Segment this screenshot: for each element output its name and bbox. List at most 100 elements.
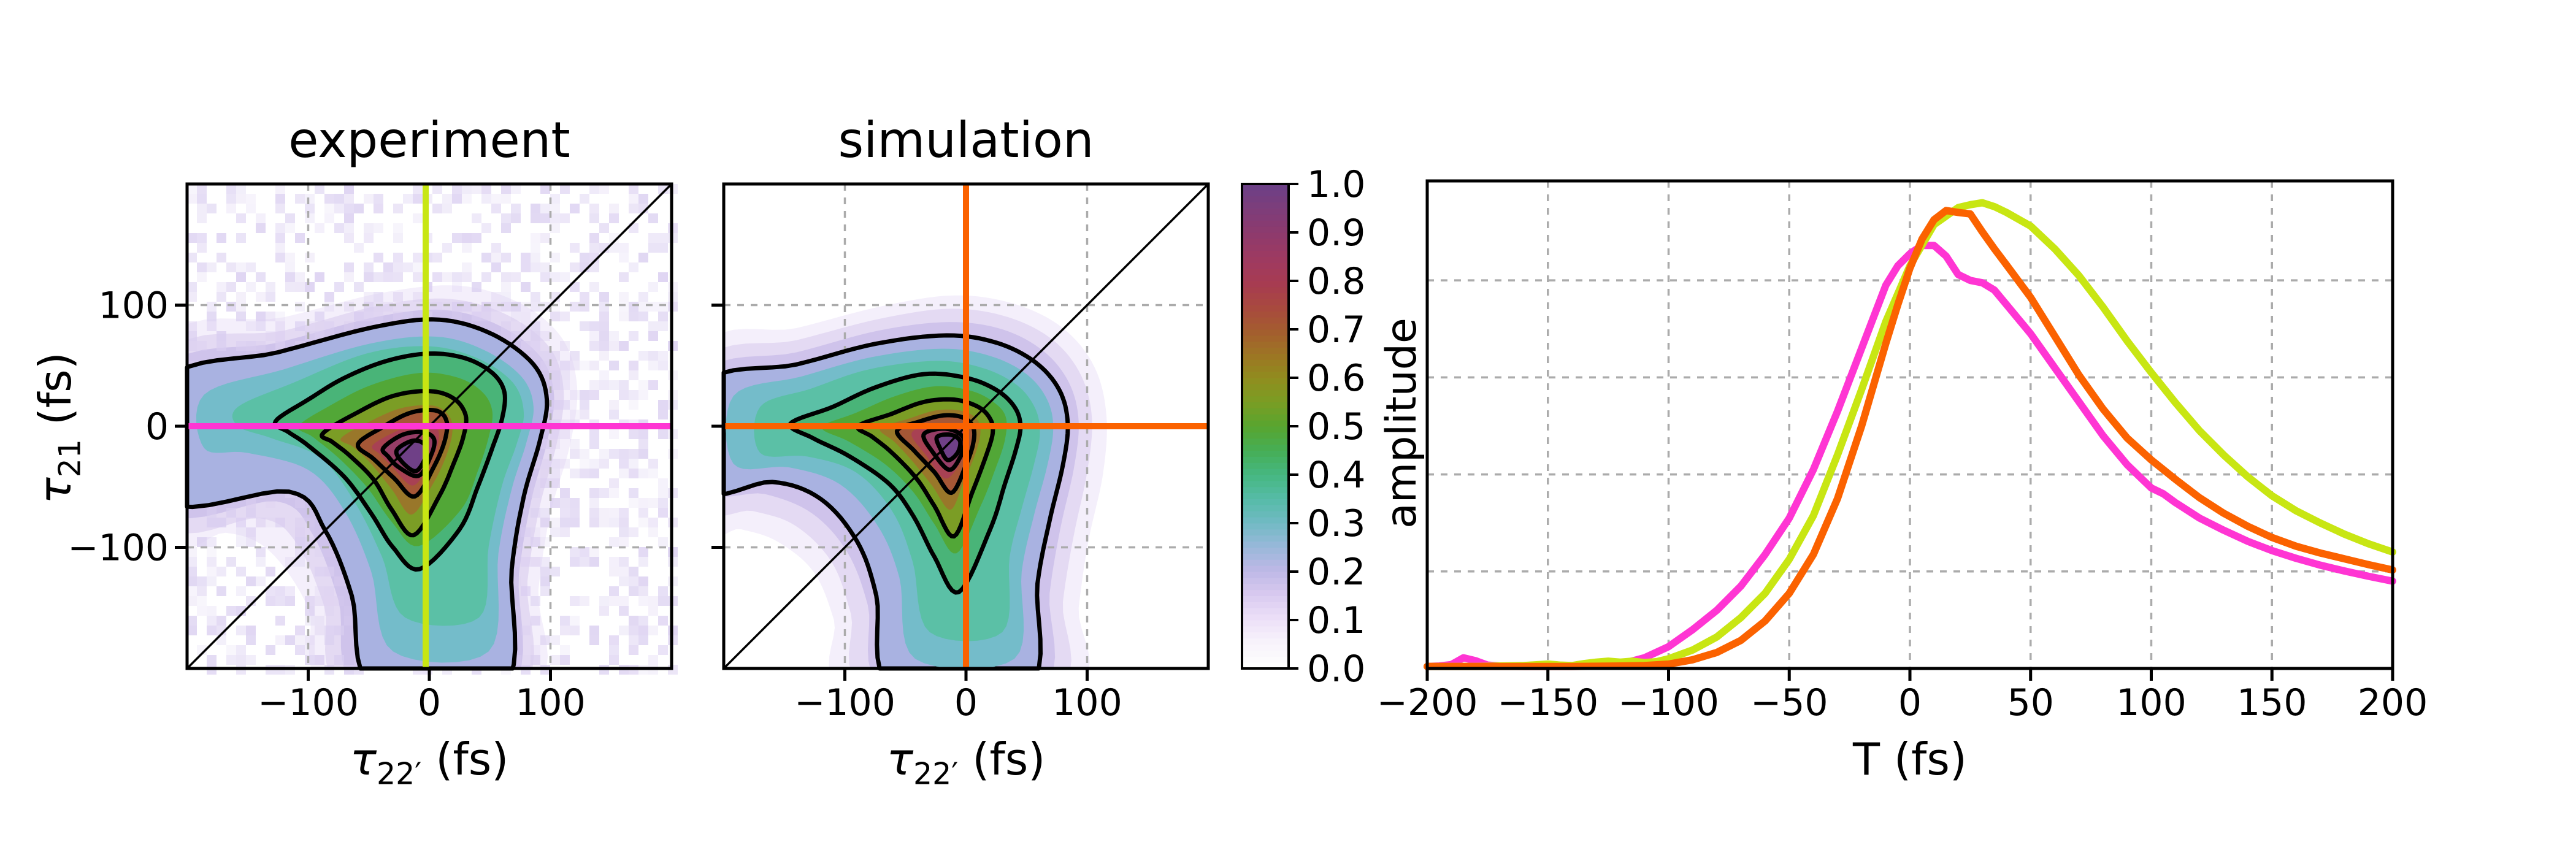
colorbar-segment <box>1242 383 1289 391</box>
colorbar-segment <box>1242 474 1289 481</box>
colorbar-segment <box>1242 607 1289 615</box>
colorbar-segment <box>1242 444 1289 451</box>
colorbar-segment <box>1242 396 1289 402</box>
colorbar-segment <box>1242 299 1289 305</box>
colorbar-segment <box>1242 649 1289 657</box>
colorbar-segment <box>1242 662 1289 669</box>
colorbar: 0.0 0.1 0.2 0.3 0.4 0.5 0.6 0.7 0.8 0.9 1.0 <box>1241 163 1365 691</box>
colorbar-tick-label: 0.8 <box>1307 260 1365 303</box>
colorbar-segment <box>1242 499 1289 505</box>
x-tick-label: −50 <box>1750 681 1828 724</box>
colorbar-segment <box>1242 492 1289 499</box>
colorbar-segment <box>1242 389 1289 397</box>
colorbar-segment <box>1242 589 1289 596</box>
colorbar-segment <box>1242 529 1289 536</box>
colorbar-segment <box>1242 250 1289 257</box>
colorbar-segment <box>1242 432 1289 439</box>
colorbar-segment <box>1242 274 1289 281</box>
tau-symbol: τ <box>350 733 377 785</box>
colorbar-segment <box>1242 468 1289 475</box>
colorbar-segment <box>1242 305 1289 312</box>
colorbar-segment <box>1242 656 1289 663</box>
colorbar-segment <box>1242 323 1289 330</box>
x-tick-label: 100 <box>1052 681 1122 724</box>
colorbar-segment <box>1242 601 1289 608</box>
colorbar-segment <box>1242 256 1289 263</box>
y-tick-label: −100 <box>67 527 169 570</box>
colorbar-segment <box>1242 462 1289 469</box>
colorbar-tick-label: 0.1 <box>1307 599 1365 642</box>
colorbar-segment <box>1242 413 1289 421</box>
colorbar-tick-label: 1.0 <box>1307 163 1365 206</box>
colorbar-segment <box>1242 371 1289 378</box>
x-tick-label: −100 <box>1618 681 1719 724</box>
line-chart-y-axis-label: amplitude <box>1378 318 1426 529</box>
colorbar-segment <box>1242 183 1289 191</box>
colorbar-segment <box>1242 426 1289 433</box>
colorbar-segment <box>1242 293 1289 300</box>
colorbar-segment <box>1242 644 1289 651</box>
unit-text: (fs) <box>421 733 509 785</box>
x-tick-label: 0 <box>418 681 441 724</box>
colorbar-tick-label: 0.9 <box>1307 212 1365 255</box>
colorbar-segment <box>1242 571 1289 578</box>
simulation-title: simulation <box>838 112 1094 169</box>
colorbar-tick-label: 0.2 <box>1307 551 1365 594</box>
y-tick-label: 0 <box>145 405 169 448</box>
colorbar-segment <box>1242 577 1289 584</box>
colorbar-segment <box>1242 632 1289 639</box>
colorbar-segment <box>1242 450 1289 457</box>
colorbar-segment <box>1242 359 1289 366</box>
colorbar-segment <box>1242 238 1289 245</box>
unit-text: (fs) <box>29 352 81 440</box>
x-tick-label: 50 <box>2007 681 2054 724</box>
tau-subscript: 22′ <box>377 756 422 792</box>
colorbar-segment <box>1242 619 1289 627</box>
colorbar-segment <box>1242 202 1289 209</box>
x-tick-label: 100 <box>2116 681 2187 724</box>
tau-subscript: 22′ <box>913 756 959 792</box>
unit-text: (fs) <box>958 733 1046 785</box>
tau-symbol: τ <box>29 477 81 504</box>
colorbar-segment <box>1242 377 1289 385</box>
colorbar-segment <box>1242 335 1289 342</box>
x-tick-label: −150 <box>1497 681 1598 724</box>
colorbar-tick-label: 0.7 <box>1307 308 1365 351</box>
colorbar-segment <box>1242 341 1289 348</box>
colorbar-segment <box>1242 347 1289 354</box>
line-chart-panel: −200 −150 −100 −50 0 50 100 150 200 <box>1377 179 2428 724</box>
colorbar-segment <box>1242 553 1289 560</box>
colorbar-segment <box>1242 190 1289 197</box>
colorbar-segment <box>1242 535 1289 542</box>
colorbar-segment <box>1242 486 1289 494</box>
colorbar-tick-label: 0.6 <box>1307 357 1365 400</box>
colorbar-tick-label: 0.3 <box>1307 502 1365 545</box>
contour-panel-experiment: −100 0 100 100 0 −100 <box>67 182 678 724</box>
colorbar-segment <box>1242 280 1289 288</box>
simulation-x-axis-label: τ22′ (fs) <box>813 733 1119 791</box>
colorbar-segment <box>1242 316 1289 324</box>
colorbar-segment <box>1242 456 1289 463</box>
colorbar-segment <box>1242 595 1289 602</box>
colorbar-segment <box>1242 516 1289 524</box>
colorbar-segment <box>1242 626 1289 633</box>
colorbar-segment <box>1242 523 1289 530</box>
colorbar-segment <box>1242 510 1289 518</box>
colorbar-segment <box>1242 480 1289 488</box>
line-chart-x-axis-label: T (fs) <box>1853 733 1967 785</box>
x-tick-label: 100 <box>515 681 586 724</box>
colorbar-segment <box>1242 559 1289 566</box>
colorbar-segment <box>1242 407 1289 415</box>
colorbar-segment <box>1242 226 1289 233</box>
colorbar-segment <box>1242 286 1289 294</box>
colorbar-segment <box>1242 329 1289 336</box>
x-tick-label: −200 <box>1377 681 1478 724</box>
colorbar-segment <box>1242 353 1289 360</box>
colorbar-segment <box>1242 419 1289 427</box>
x-tick-label: 0 <box>1898 681 1922 724</box>
colorbar-segment <box>1242 402 1289 408</box>
experiment-x-axis-label: τ22′ (fs) <box>276 733 583 791</box>
colorbar-segment <box>1242 541 1289 548</box>
